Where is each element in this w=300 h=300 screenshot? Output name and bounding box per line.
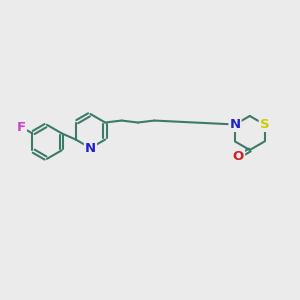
Text: S: S: [260, 118, 269, 131]
Text: N: N: [230, 118, 241, 131]
Text: N: N: [85, 142, 96, 154]
Text: F: F: [17, 121, 26, 134]
Text: O: O: [233, 150, 244, 163]
